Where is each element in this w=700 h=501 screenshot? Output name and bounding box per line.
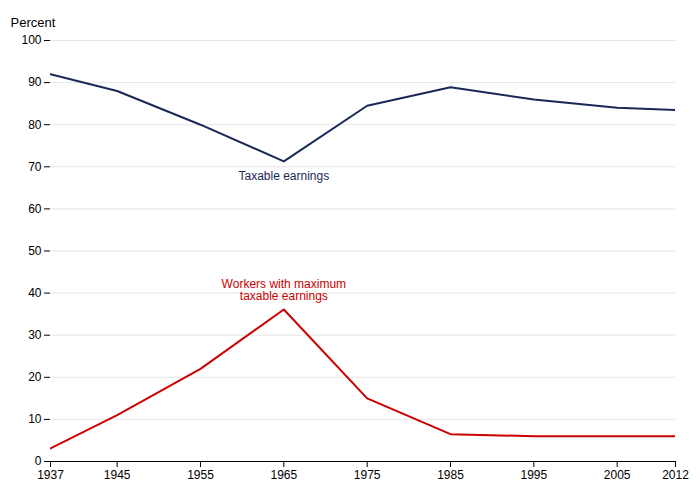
svg-text:0: 0: [35, 454, 42, 468]
svg-text:80: 80: [28, 118, 42, 132]
svg-text:1945: 1945: [104, 468, 131, 482]
svg-text:30: 30: [28, 328, 42, 342]
svg-text:2005: 2005: [604, 468, 631, 482]
svg-text:Workers with maximumtaxable ea: Workers with maximumtaxable earnings: [222, 277, 346, 303]
svg-text:Percent: Percent: [11, 15, 56, 30]
svg-text:50: 50: [28, 244, 42, 258]
svg-text:100: 100: [21, 33, 41, 47]
svg-text:60: 60: [28, 202, 42, 216]
svg-text:1985: 1985: [437, 468, 464, 482]
svg-text:20: 20: [28, 370, 42, 384]
svg-text:1965: 1965: [270, 468, 297, 482]
svg-text:10: 10: [28, 412, 42, 426]
svg-text:1937: 1937: [37, 468, 64, 482]
svg-text:70: 70: [28, 160, 42, 174]
svg-text:1995: 1995: [520, 468, 547, 482]
svg-text:2012: 2012: [662, 468, 689, 482]
svg-text:90: 90: [28, 75, 42, 89]
svg-text:1955: 1955: [187, 468, 214, 482]
svg-text:1975: 1975: [354, 468, 381, 482]
svg-text:40: 40: [28, 286, 42, 300]
svg-text:Taxable earnings: Taxable earnings: [238, 169, 329, 183]
